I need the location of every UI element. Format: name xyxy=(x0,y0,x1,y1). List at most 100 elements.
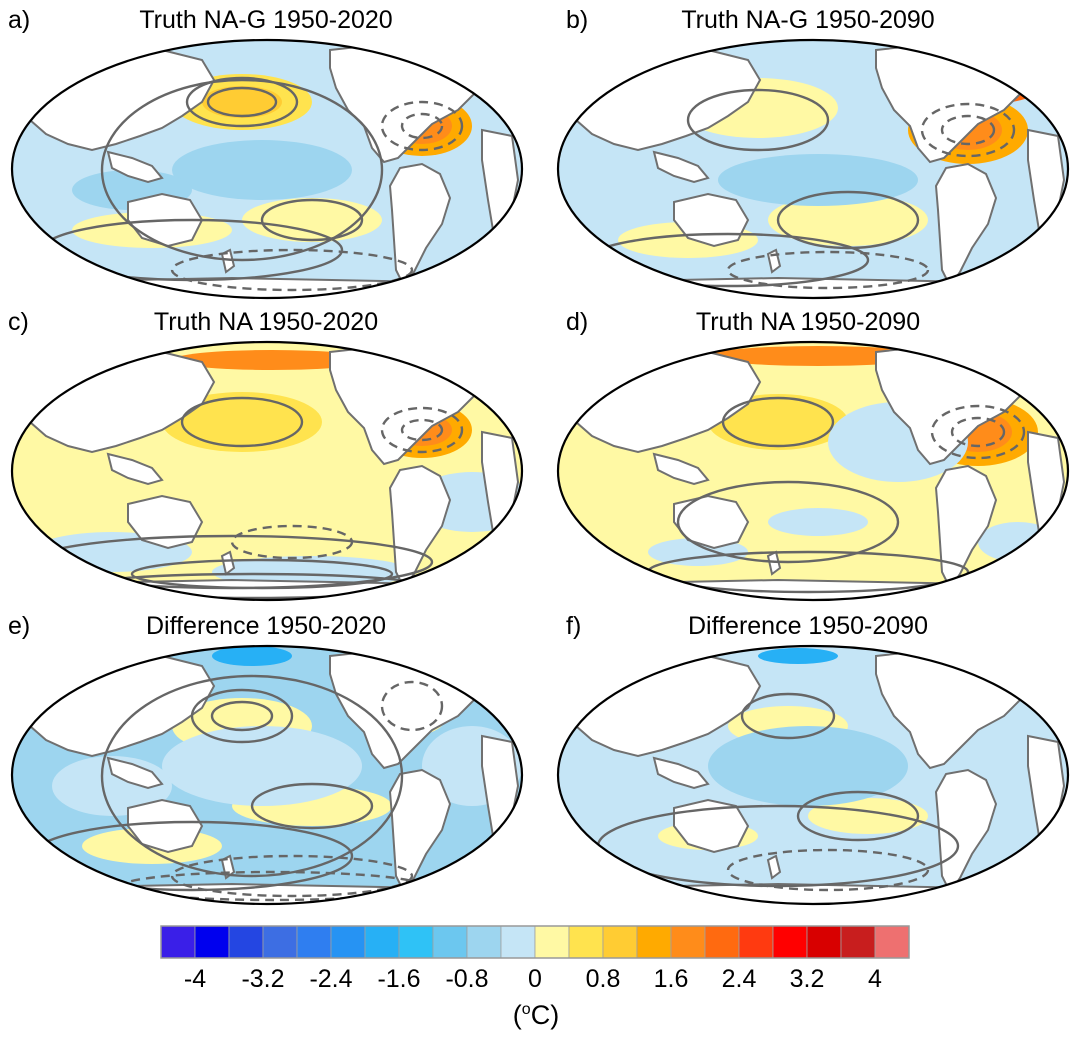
positive-contour-line xyxy=(260,198,364,242)
warm-anomaly-region xyxy=(708,346,928,366)
colorbar-tick-label: -4 xyxy=(183,965,207,993)
land-australia xyxy=(127,494,204,550)
negative-contour-line xyxy=(230,524,354,560)
cool-anomaly-region xyxy=(162,726,362,806)
colorbar-swatch xyxy=(704,925,740,959)
colorbar-swatch xyxy=(296,925,332,959)
colorbar-swatch xyxy=(840,925,876,959)
land-australia xyxy=(673,798,750,854)
negative-contour-line xyxy=(940,114,996,146)
positive-contour-line xyxy=(100,78,384,262)
land-southAmerica xyxy=(934,162,998,288)
map-border xyxy=(10,38,524,300)
cool-anomaly-region xyxy=(708,726,908,806)
colorbar-frame xyxy=(160,925,910,959)
land-seAsia xyxy=(106,756,164,790)
colorbar-units: (oC) xyxy=(512,1000,560,1030)
colorbar-swatch xyxy=(330,925,366,959)
warm-anomaly-region xyxy=(578,342,698,362)
warm-anomaly-region xyxy=(162,392,322,452)
positive-contour-line xyxy=(100,674,404,878)
warm-anomaly-region xyxy=(32,342,152,362)
land-antarctica xyxy=(585,882,1039,904)
colorbar-swatch xyxy=(364,925,400,959)
land-southAmerica xyxy=(934,768,998,894)
colorbar-tick-label: 0.8 xyxy=(585,965,621,993)
cool-anomaly-region xyxy=(212,646,292,666)
positive-contour-line xyxy=(210,700,274,732)
cool-anomaly-region xyxy=(758,648,838,664)
negative-contour-line xyxy=(380,100,464,152)
land-seAsia xyxy=(106,452,164,486)
panel-title: Difference 1950-2020 xyxy=(146,612,386,640)
cool-anomaly-region xyxy=(172,140,352,200)
colorbar-swatch xyxy=(568,925,604,959)
negative-contour-line xyxy=(400,418,444,442)
land-newZealand xyxy=(220,248,236,274)
colorbar-tick-label: 3.2 xyxy=(789,965,825,993)
colorbar-swatch xyxy=(636,925,672,959)
cool-anomaly-region xyxy=(978,522,1058,562)
colorbar-swatch xyxy=(160,925,196,959)
colorbar-tick-label: 2.4 xyxy=(721,965,757,993)
colorbar-swatch xyxy=(602,925,638,959)
negative-contour-line xyxy=(920,102,1016,158)
colorbar-swatch xyxy=(194,925,230,959)
map-border xyxy=(556,340,1070,602)
colorbar-tick-label: 1.6 xyxy=(653,965,689,993)
map-panel xyxy=(556,644,1070,906)
colorbar-swatch xyxy=(398,925,434,959)
warm-anomaly-region xyxy=(578,44,658,64)
negative-contour-line xyxy=(380,406,464,454)
map-panel xyxy=(10,340,524,602)
negative-contour-line xyxy=(930,404,1026,460)
positive-contour-line xyxy=(190,688,294,744)
colorbar-swatch xyxy=(806,925,842,959)
colorbar xyxy=(160,925,910,959)
colorbar-tick-label: -0.8 xyxy=(445,965,489,993)
positive-contour-line xyxy=(686,88,830,152)
map-border xyxy=(556,38,1070,300)
land-antarctica xyxy=(39,276,493,298)
land-southAmerica xyxy=(388,162,452,288)
positive-contour-line xyxy=(740,692,836,740)
panel-letter: b) xyxy=(566,6,589,34)
map-panel xyxy=(10,38,524,300)
negative-contour-line xyxy=(726,250,930,290)
land-australia xyxy=(127,798,204,854)
panel-title: Truth NA 1950-2020 xyxy=(153,308,379,336)
colorbar-swatch xyxy=(670,925,706,959)
map-panel xyxy=(556,340,1070,602)
positive-contour-line xyxy=(250,782,374,830)
negative-contour-line xyxy=(950,416,1006,448)
land-southAmerica xyxy=(934,464,998,590)
map-panel xyxy=(556,38,1070,300)
colorbar-tick-label: 4 xyxy=(868,965,882,993)
warm-anomaly-region xyxy=(768,194,928,246)
colorbar-swatch xyxy=(262,925,298,959)
map-border xyxy=(10,340,524,602)
negative-contour-line xyxy=(726,848,930,892)
land-seAsia xyxy=(652,452,710,486)
panel-letter: f) xyxy=(566,612,582,640)
colorbar-swatch xyxy=(432,925,468,959)
negative-contour-line xyxy=(380,680,444,732)
positive-contour-line xyxy=(180,396,304,448)
panel-letter: e) xyxy=(8,612,31,640)
positive-contour-line xyxy=(721,396,835,448)
land-newZealand xyxy=(220,550,236,576)
positive-contour-line xyxy=(676,480,900,564)
colorbar-swatch xyxy=(772,925,808,959)
land-southAmerica xyxy=(388,768,452,894)
warm-anomaly-region xyxy=(202,86,282,118)
panel-letter: c) xyxy=(8,308,29,336)
warm-anomaly-region xyxy=(172,350,372,370)
land-newZealand xyxy=(766,854,782,880)
colorbar-tick-label: -2.4 xyxy=(309,965,353,993)
panel-title: Truth NA-G 1950-2090 xyxy=(681,6,935,34)
land-seAsia xyxy=(652,756,710,790)
map-panel xyxy=(10,644,524,906)
colorbar-swatch xyxy=(738,925,774,959)
land-seAsia xyxy=(652,150,710,184)
colorbar-tick-label: 0 xyxy=(528,965,542,993)
